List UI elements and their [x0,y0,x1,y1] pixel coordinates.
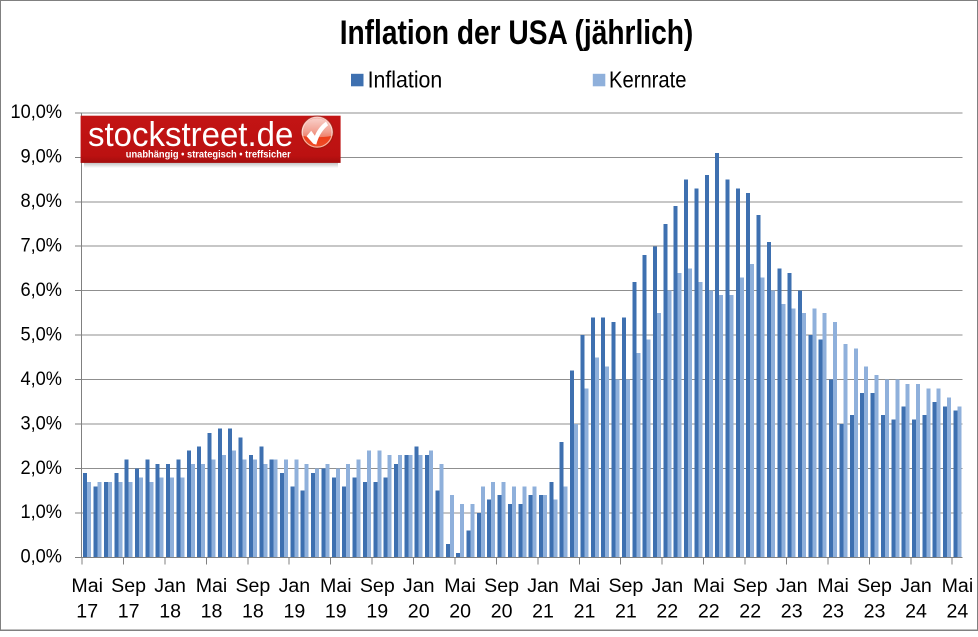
svg-text:24: 24 [905,600,927,622]
svg-text:2,0%: 2,0% [21,457,63,479]
svg-text:5,0%: 5,0% [21,323,63,345]
svg-text:19: 19 [284,600,306,622]
svg-text:20: 20 [408,600,430,622]
svg-text:Sep: Sep [733,575,768,597]
svg-text:Mai: Mai [444,575,476,597]
svg-text:18: 18 [159,600,181,622]
svg-text:19: 19 [366,600,388,622]
svg-text:Jan: Jan [403,575,435,597]
svg-text:9,0%: 9,0% [21,146,63,168]
svg-text:22: 22 [698,600,720,622]
svg-text:0,0%: 0,0% [21,546,63,568]
svg-text:22: 22 [656,600,678,622]
svg-text:Sep: Sep [857,575,892,597]
svg-text:7,0%: 7,0% [21,235,63,257]
svg-text:18: 18 [201,600,223,622]
svg-text:Jan: Jan [154,575,186,597]
svg-text:22: 22 [739,600,761,622]
svg-text:Mai: Mai [569,575,601,597]
svg-text:23: 23 [864,600,886,622]
svg-text:21: 21 [574,600,596,622]
svg-text:Mai: Mai [196,575,228,597]
svg-text:8,0%: 8,0% [21,190,63,212]
svg-text:Mai: Mai [320,575,352,597]
svg-text:Mai: Mai [71,575,103,597]
svg-text:3,0%: 3,0% [21,412,63,434]
svg-text:Sep: Sep [235,575,270,597]
svg-text:24: 24 [947,600,969,622]
svg-text:Sep: Sep [111,575,146,597]
svg-text:20: 20 [491,600,513,622]
svg-text:18: 18 [242,600,264,622]
svg-text:21: 21 [615,600,637,622]
svg-text:Sep: Sep [484,575,519,597]
svg-text:unabhängig • strategisch • tre: unabhängig • strategisch • treffsicher [126,148,291,160]
svg-text:Inflation der USA (jährlich): Inflation der USA (jährlich) [340,14,694,52]
svg-text:Mai: Mai [817,575,849,597]
svg-text:1,0%: 1,0% [21,501,63,523]
svg-text:Sep: Sep [608,575,643,597]
svg-text:19: 19 [325,600,347,622]
svg-text:17: 17 [118,600,140,622]
svg-text:Inflation: Inflation [368,66,443,92]
svg-text:4,0%: 4,0% [21,368,63,390]
svg-text:Jan: Jan [900,575,932,597]
svg-text:Jan: Jan [652,575,684,597]
svg-text:20: 20 [449,600,471,622]
svg-text:23: 23 [781,600,803,622]
svg-text:Kernrate: Kernrate [609,66,687,92]
svg-text:Jan: Jan [776,575,808,597]
svg-text:23: 23 [822,600,844,622]
svg-text:21: 21 [532,600,554,622]
svg-text:Jan: Jan [527,575,559,597]
svg-text:stockstreet.de: stockstreet.de [88,116,293,154]
svg-text:17: 17 [76,600,98,622]
svg-text:6,0%: 6,0% [21,279,63,301]
svg-text:10,0%: 10,0% [11,101,63,123]
svg-text:Sep: Sep [360,575,395,597]
svg-text:Mai: Mai [942,575,974,597]
svg-text:Jan: Jan [279,575,311,597]
svg-text:Mai: Mai [693,575,725,597]
